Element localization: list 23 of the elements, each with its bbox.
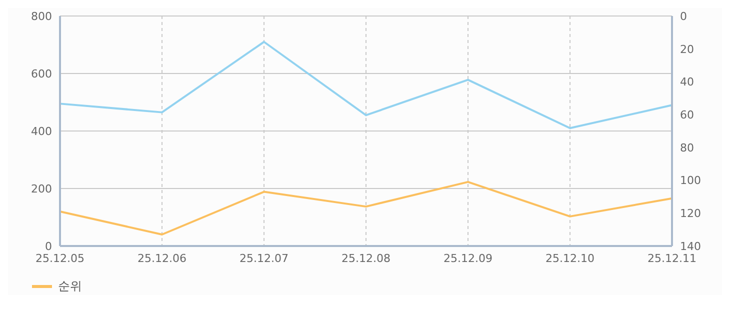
y-tick-label: 400: [31, 124, 52, 138]
y-tick-label: 0: [45, 240, 52, 253]
y2-tick-label: 60: [680, 108, 694, 122]
legend-label: 순위: [58, 278, 82, 295]
y2-tick-label: 80: [680, 141, 694, 154]
x-tick-label: 25.12.10: [546, 252, 594, 265]
line-series: [59, 180, 673, 236]
y-tick-label: 800: [31, 10, 52, 23]
y-tick-label: 200: [31, 182, 52, 196]
x-tick-label: 25.12.05: [36, 252, 84, 265]
y2-tick-label: 100: [680, 174, 701, 188]
y2-tick-label: 20: [680, 42, 694, 56]
y2-tick-label: 0: [680, 10, 687, 23]
y2-tick-label: 40: [680, 76, 694, 89]
y-tick-label: 600: [31, 67, 52, 80]
x-tick-label: 25.12.09: [444, 252, 492, 265]
y2-tick-label: 120: [680, 207, 701, 220]
x-tick-label: 25.12.07: [240, 252, 288, 265]
x-tick-label: 25.12.08: [342, 252, 390, 265]
y2-tick-label: 140: [680, 240, 701, 253]
x-tick-label: 25.12.11: [648, 252, 696, 265]
line-series: [59, 40, 673, 130]
x-tick-label: 25.12.06: [138, 252, 186, 265]
